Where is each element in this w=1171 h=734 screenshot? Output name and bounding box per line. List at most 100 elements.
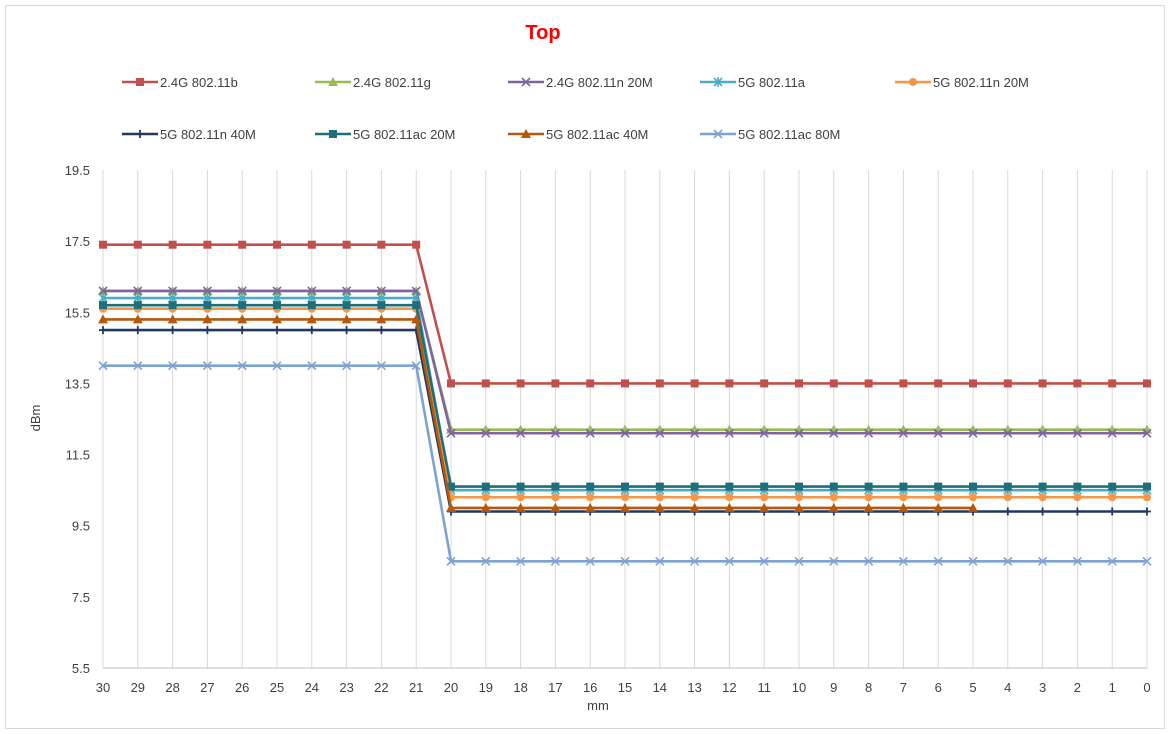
data-point bbox=[376, 286, 386, 296]
data-point bbox=[690, 482, 699, 491]
data-point bbox=[480, 502, 491, 512]
data-point bbox=[794, 556, 804, 566]
x-tick-label: 10 bbox=[792, 680, 806, 695]
data-point bbox=[411, 286, 421, 296]
data-point bbox=[1143, 482, 1151, 491]
data-point bbox=[237, 286, 247, 296]
legend-label: 5G 802.11ac 40M bbox=[546, 127, 648, 142]
legend-label: 5G 802.11n 40M bbox=[160, 127, 256, 142]
data-point bbox=[1038, 556, 1048, 566]
data-point bbox=[1142, 428, 1152, 438]
data-point bbox=[329, 130, 337, 138]
data-point bbox=[899, 493, 908, 502]
data-point bbox=[585, 556, 595, 566]
data-point bbox=[412, 301, 421, 310]
data-point bbox=[794, 502, 804, 512]
data-point bbox=[481, 379, 490, 388]
data-point bbox=[133, 286, 143, 296]
data-point bbox=[481, 482, 490, 491]
data-point bbox=[1003, 556, 1013, 566]
data-point bbox=[238, 301, 247, 310]
data-point bbox=[829, 556, 839, 566]
data-point bbox=[713, 77, 723, 87]
data-point bbox=[342, 286, 352, 296]
legend-label: 5G 802.11ac 20M bbox=[353, 127, 455, 142]
data-point bbox=[829, 428, 839, 438]
data-point bbox=[516, 493, 525, 502]
y-tick-label: 15.5 bbox=[65, 305, 90, 320]
data-point bbox=[1143, 379, 1151, 388]
data-point bbox=[725, 482, 734, 491]
data-point bbox=[99, 301, 107, 310]
data-point bbox=[1073, 379, 1082, 388]
data-point bbox=[1003, 507, 1012, 516]
plot-area bbox=[98, 240, 1152, 566]
legend-item: 2.4G 802.11n 20M bbox=[508, 75, 653, 90]
series bbox=[99, 240, 1151, 388]
data-point bbox=[724, 556, 734, 566]
data-point bbox=[621, 379, 629, 388]
data-point bbox=[585, 502, 596, 512]
data-point bbox=[99, 240, 107, 249]
x-tick-label: 20 bbox=[444, 680, 458, 695]
data-point bbox=[829, 379, 838, 388]
data-point bbox=[133, 361, 143, 371]
data-point bbox=[136, 130, 144, 138]
data-point bbox=[795, 482, 803, 491]
data-point bbox=[690, 379, 699, 388]
legend-label: 2.4G 802.11g bbox=[353, 75, 431, 90]
data-point bbox=[759, 428, 769, 438]
data-point bbox=[1038, 428, 1048, 438]
data-point bbox=[342, 301, 351, 310]
series bbox=[98, 314, 978, 512]
x-tick-label: 12 bbox=[722, 680, 736, 695]
data-point bbox=[759, 502, 770, 512]
legend-label: 2.4G 802.11n 20M bbox=[546, 75, 653, 90]
data-point bbox=[203, 301, 212, 310]
data-point bbox=[621, 493, 629, 502]
data-point bbox=[516, 379, 525, 388]
data-point bbox=[133, 326, 142, 335]
chart-title: Top bbox=[525, 22, 560, 44]
data-point bbox=[167, 314, 178, 324]
data-point bbox=[655, 556, 665, 566]
data-point bbox=[132, 314, 143, 324]
x-tick-label: 3 bbox=[1039, 680, 1046, 695]
data-point bbox=[1142, 556, 1152, 566]
data-point bbox=[1003, 493, 1012, 502]
legend-item: 2.4G 802.11g bbox=[315, 75, 431, 90]
y-tick-label: 17.5 bbox=[65, 234, 90, 249]
series-line bbox=[103, 318, 973, 510]
data-point bbox=[411, 314, 422, 324]
data-point bbox=[898, 556, 908, 566]
legend-label: 5G 802.11a bbox=[738, 75, 806, 90]
x-tick-label: 7 bbox=[900, 680, 907, 695]
data-point bbox=[203, 240, 212, 249]
data-point bbox=[447, 482, 455, 491]
data-point bbox=[760, 482, 769, 491]
data-point bbox=[1108, 379, 1117, 388]
data-point bbox=[969, 379, 977, 388]
x-tick-label: 1 bbox=[1109, 680, 1116, 695]
data-point bbox=[899, 379, 908, 388]
data-point bbox=[377, 240, 386, 249]
data-point bbox=[655, 428, 665, 438]
y-tick-label: 19.5 bbox=[65, 163, 90, 178]
x-tick-label: 0 bbox=[1143, 680, 1150, 695]
data-point bbox=[690, 428, 700, 438]
data-point bbox=[272, 286, 282, 296]
data-point bbox=[133, 301, 142, 310]
data-point bbox=[654, 502, 665, 512]
data-point bbox=[1038, 379, 1047, 388]
x-tick-label: 11 bbox=[757, 680, 771, 695]
x-tick-label: 17 bbox=[548, 680, 562, 695]
data-point bbox=[1107, 428, 1117, 438]
legend-item: 5G 802.11ac 80M bbox=[700, 127, 840, 142]
data-point bbox=[342, 361, 352, 371]
data-point bbox=[273, 326, 281, 335]
data-point bbox=[760, 379, 769, 388]
x-tick-label: 28 bbox=[165, 680, 179, 695]
y-tick-label: 13.5 bbox=[65, 376, 90, 391]
data-point bbox=[521, 129, 531, 138]
x-tick-label: 8 bbox=[865, 680, 872, 695]
